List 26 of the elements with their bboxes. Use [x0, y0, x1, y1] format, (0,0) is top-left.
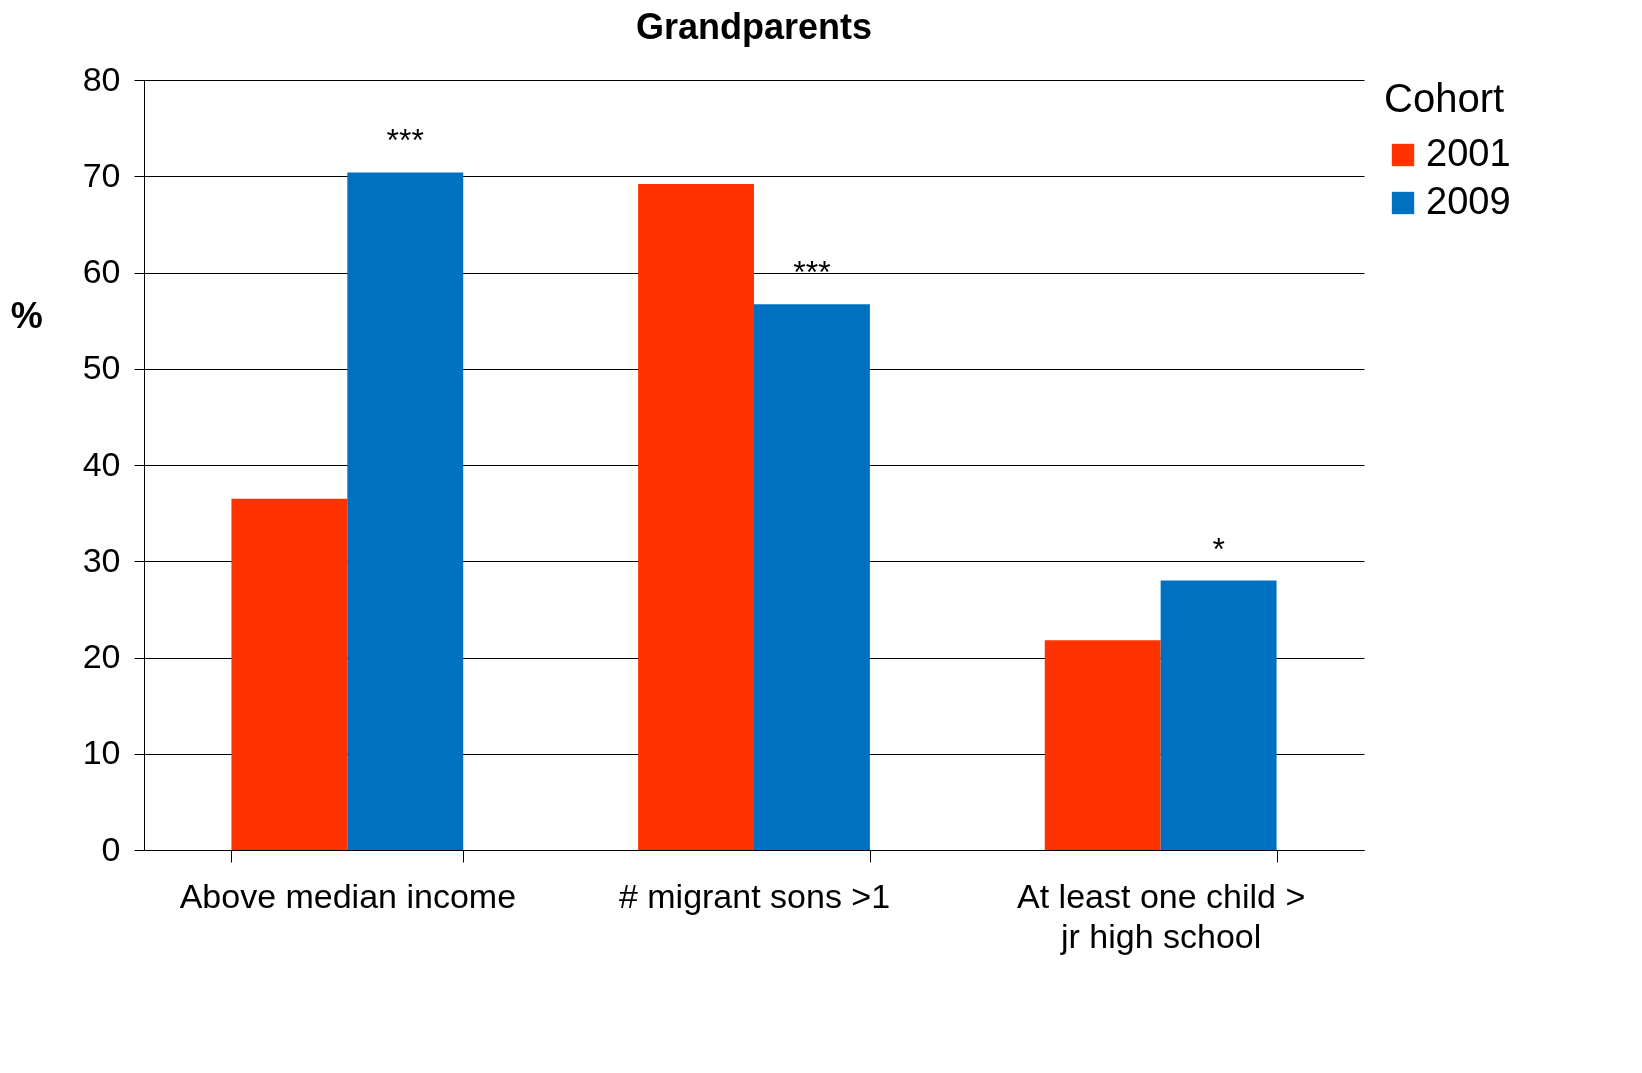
annotation: ***	[793, 254, 831, 291]
y-tick-label: 30	[82, 540, 121, 579]
y-axis-title: %	[10, 294, 43, 336]
x-tick-label: Above median income	[179, 876, 517, 915]
y-tick-label: 50	[82, 348, 121, 387]
y-tick-label: 80	[82, 59, 121, 98]
annotation: ***	[386, 122, 424, 159]
legend-label: 2001	[1426, 132, 1511, 174]
y-tick-label: 0	[101, 829, 121, 868]
y-tick-label: 40	[82, 444, 121, 483]
x-tick-label: # migrant sons >1	[618, 876, 891, 915]
bar	[1160, 580, 1277, 850]
y-tick-label: 70	[82, 155, 121, 194]
bar	[231, 498, 348, 850]
bar	[754, 304, 870, 850]
legend-label: 2009	[1426, 180, 1511, 222]
y-tick-label: 60	[82, 252, 121, 290]
bar	[1044, 640, 1161, 850]
annotation: *	[1212, 530, 1225, 567]
y-tick-label: 20	[82, 637, 121, 675]
x-tick-label: At least one child > jr high school	[1017, 876, 1306, 955]
legend-title: Cohort	[1384, 76, 1505, 120]
bar	[638, 183, 754, 850]
bar	[347, 172, 464, 850]
y-tick-label: 10	[82, 733, 121, 772]
chart-title: Grandparents	[635, 6, 873, 47]
